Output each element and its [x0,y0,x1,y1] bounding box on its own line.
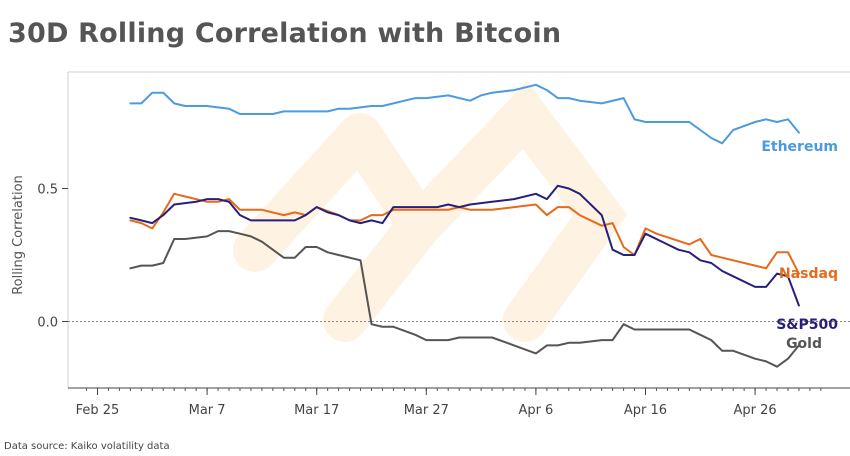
x-ticks: Feb 25 Mar 7 Mar 17 Mar 27 Apr 6 Apr 16 Apr 26 [76,388,777,418]
x-tick-label: Feb 25 [76,403,120,418]
x-tick-label: Apr 6 [518,403,553,418]
series-line-gold [129,230,800,368]
chart-title: 30D Rolling Correlation with Bitcoin [8,18,562,49]
watermark-logo [233,81,628,342]
series-label-nasdaq: Nasdaq [779,266,838,282]
x-tick-label: Apr 16 [624,403,667,418]
series-label-gold: Gold [786,336,822,352]
data-source-note: Data source: Kaiko volatility data [4,441,170,452]
series-line-ethereum [129,83,800,145]
x-tick-label: Apr 26 [734,403,777,418]
series-lines [129,83,800,368]
x-tick-label: Mar 27 [404,403,449,418]
x-tick-label: Mar 17 [294,403,339,418]
series-line-sp500 [129,184,800,307]
y-ticks: 0.0 0.5 [37,183,68,331]
y-tick-label: 0.5 [37,183,58,198]
series-line-nasdaq [129,192,800,275]
series-label-ethereum: Ethereum [761,139,838,155]
plot-frame [67,71,850,389]
x-tick-label: Mar 7 [189,403,226,418]
y-tick-label: 0.0 [37,316,58,331]
series-label-sp500: S&P500 [776,317,838,333]
y-axis-title: Rolling Correlation [11,175,26,295]
